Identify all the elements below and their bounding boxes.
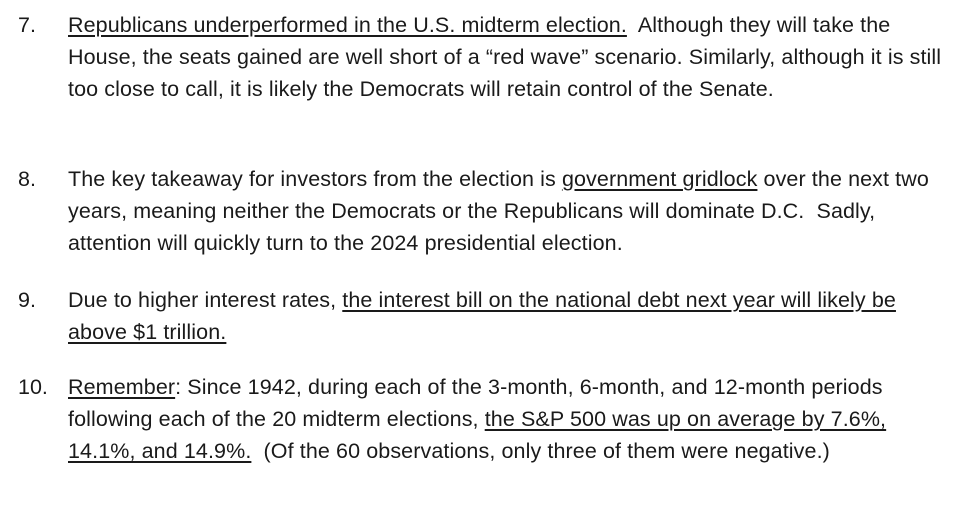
item-number: 8. [18, 167, 36, 191]
item-number: 10. [18, 375, 48, 399]
item-body-start: Due to higher interest rates, [68, 288, 343, 312]
item-body-start: The key takeaway for investors from the … [68, 167, 562, 191]
item-body-end: (Of the 60 observations, only three of t… [251, 439, 830, 463]
underlined-heading: Republicans underperformed in the U.S. m… [68, 13, 627, 37]
item-number: 7. [18, 13, 36, 37]
underlined-phrase: the S&P 500 was up on average by 7.6%, 1… [68, 407, 887, 463]
item-text: Remember: Since 1942, during each of the… [68, 371, 948, 467]
item-text: Due to higher interest rates, the intere… [68, 284, 948, 348]
underlined-phrase: government gridlock [561, 167, 758, 191]
item-text: The key takeaway for investors from the … [68, 163, 948, 259]
item-number: 9. [18, 288, 36, 312]
item-body: Although they will take the House, the s… [68, 13, 948, 101]
item-body-end: over the next two years, meaning neither… [68, 167, 936, 255]
item-body-middle: : Since 1942, during each of the 3-month… [68, 375, 883, 431]
underlined-heading: Remember [68, 375, 176, 399]
item-text: Republicans underperformed in the U.S. m… [68, 9, 948, 105]
underlined-phrase: the interest bill on the national debt n… [68, 288, 896, 344]
